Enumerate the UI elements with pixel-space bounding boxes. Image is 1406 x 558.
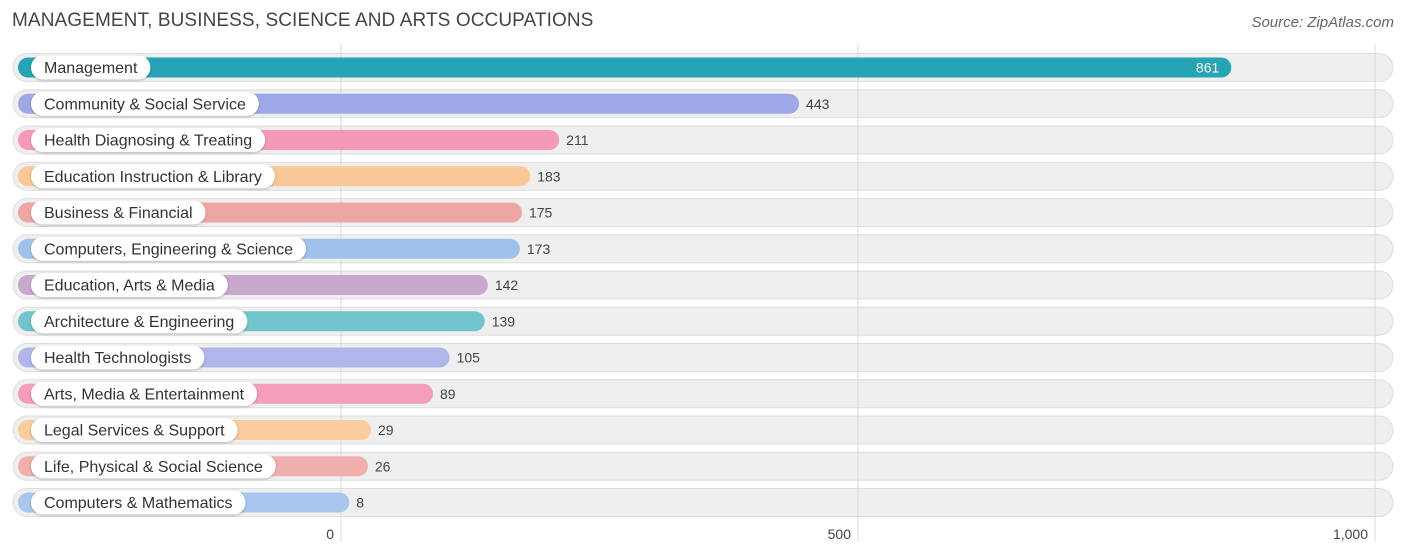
row-track: [12, 488, 1394, 517]
value-label: 175: [529, 205, 553, 221]
category-label: Life, Physical & Social Science: [44, 459, 263, 476]
value-label: 29: [378, 422, 394, 438]
category-label: Management: [44, 60, 138, 77]
x-tick-label: 500: [828, 526, 852, 542]
category-label: Arts, Media & Entertainment: [44, 386, 245, 403]
value-label: 142: [495, 277, 519, 293]
category-label: Health Diagnosing & Treating: [44, 133, 252, 150]
category-label: Legal Services & Support: [44, 423, 225, 440]
source-label: Source: ZipAtlas.com: [1251, 14, 1394, 31]
value-label: 8: [356, 495, 364, 511]
category-label-pill: [31, 236, 307, 261]
category-label: Community & Social Service: [44, 96, 246, 113]
category-label-pill: [31, 381, 258, 406]
category-label: Health Technologists: [44, 350, 191, 367]
x-tick-label: 0: [326, 526, 334, 542]
category-label: Computers & Mathematics: [44, 495, 233, 512]
bar: [18, 57, 1232, 78]
category-label-pill: [31, 91, 259, 116]
category-label: Education, Arts & Media: [44, 278, 215, 295]
value-label: 89: [440, 386, 456, 402]
x-tick-label: 1,000: [1333, 526, 1368, 542]
category-label: Business & Financial: [44, 205, 193, 222]
category-label-pill: [31, 128, 266, 152]
value-label: 173: [527, 241, 551, 257]
value-label: 105: [457, 350, 481, 366]
value-label: 861: [1196, 60, 1220, 76]
category-label: Computers, Engineering & Science: [44, 241, 293, 258]
category-label-pill: [31, 273, 228, 297]
value-label: 443: [806, 96, 830, 112]
category-label-pill: [31, 55, 151, 80]
category-label-pill: [31, 418, 238, 442]
value-label: 26: [375, 458, 391, 474]
value-label: 211: [566, 132, 589, 148]
value-label: 139: [492, 313, 516, 329]
category-label: Architecture & Engineering: [44, 314, 234, 331]
category-label-pill: [31, 490, 246, 515]
category-label-pill: [31, 454, 276, 479]
chart-title: MANAGEMENT, BUSINESS, SCIENCE AND ARTS O…: [12, 10, 594, 31]
value-label: 183: [537, 168, 561, 184]
category-label-pill: [31, 309, 248, 334]
category-label-pill: [31, 345, 205, 370]
category-label-pill: [31, 164, 275, 189]
category-label: Education Instruction & Library: [44, 169, 262, 186]
category-label-pill: [31, 200, 206, 225]
